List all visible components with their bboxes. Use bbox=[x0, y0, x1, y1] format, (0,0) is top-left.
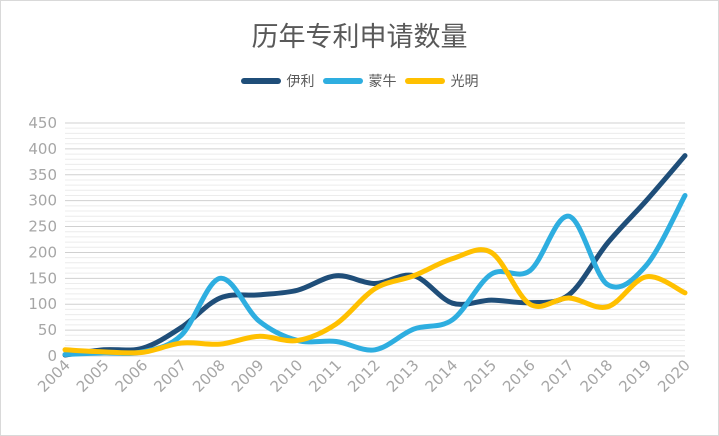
grid-layer bbox=[65, 122, 685, 357]
x-tick-label: 2009 bbox=[228, 356, 268, 396]
x-tick-label: 2012 bbox=[344, 356, 384, 396]
x-tick-label: 2016 bbox=[499, 356, 539, 396]
series-line-guangming bbox=[62, 247, 688, 356]
y-tick-label: 350 bbox=[28, 166, 57, 184]
legend-label-guangming: 光明 bbox=[450, 74, 479, 90]
x-tick-label: 2019 bbox=[615, 356, 655, 396]
x-tick-label: 2007 bbox=[150, 356, 190, 396]
x-tick-label: 2011 bbox=[305, 356, 345, 396]
y-tick-label: 100 bbox=[28, 295, 57, 313]
chart-title: 历年专利申请数量 bbox=[251, 22, 468, 53]
x-tick-label: 2014 bbox=[422, 356, 462, 396]
y-tick-label: 0 bbox=[47, 347, 57, 365]
x-tick-label: 2013 bbox=[383, 356, 423, 396]
legend-label-mengniu: 蒙牛 bbox=[368, 74, 397, 90]
y-tick-label: 200 bbox=[28, 243, 57, 261]
legend-swatch-mengniu bbox=[322, 78, 363, 84]
legend-item-mengniu: 蒙牛 bbox=[322, 71, 397, 91]
y-tick-label: 450 bbox=[28, 114, 57, 132]
legend-item-guangming: 光明 bbox=[404, 71, 479, 91]
y-tick-label: 250 bbox=[28, 218, 57, 236]
x-tick-label: 2005 bbox=[73, 356, 113, 396]
y-tick-label: 400 bbox=[28, 140, 57, 158]
legend-item-yili: 伊利 bbox=[240, 71, 315, 91]
series-layer bbox=[62, 153, 688, 358]
y-tick-label: 150 bbox=[28, 269, 57, 287]
legend-swatch-yili bbox=[240, 78, 281, 84]
x-tick-label: 2010 bbox=[267, 356, 307, 396]
x-tick-label: 2020 bbox=[654, 356, 694, 396]
x-tick-label: 2004 bbox=[34, 356, 74, 396]
legend-swatch-guangming bbox=[404, 78, 445, 84]
legend-label-yili: 伊利 bbox=[286, 74, 315, 90]
series-line-yili bbox=[62, 153, 688, 358]
x-tick-label: 2015 bbox=[460, 356, 500, 396]
x-tick-label: 2018 bbox=[577, 356, 617, 396]
series-line-mengniu bbox=[62, 192, 688, 357]
y-tick-label: 50 bbox=[38, 321, 57, 339]
y-tick-label: 300 bbox=[28, 192, 57, 210]
x-tick-label: 2008 bbox=[189, 356, 229, 396]
x-tick-label: 2017 bbox=[538, 356, 578, 396]
legend: 伊利 蒙牛 光明 bbox=[1, 71, 718, 91]
x-tick-label: 2006 bbox=[112, 356, 152, 396]
